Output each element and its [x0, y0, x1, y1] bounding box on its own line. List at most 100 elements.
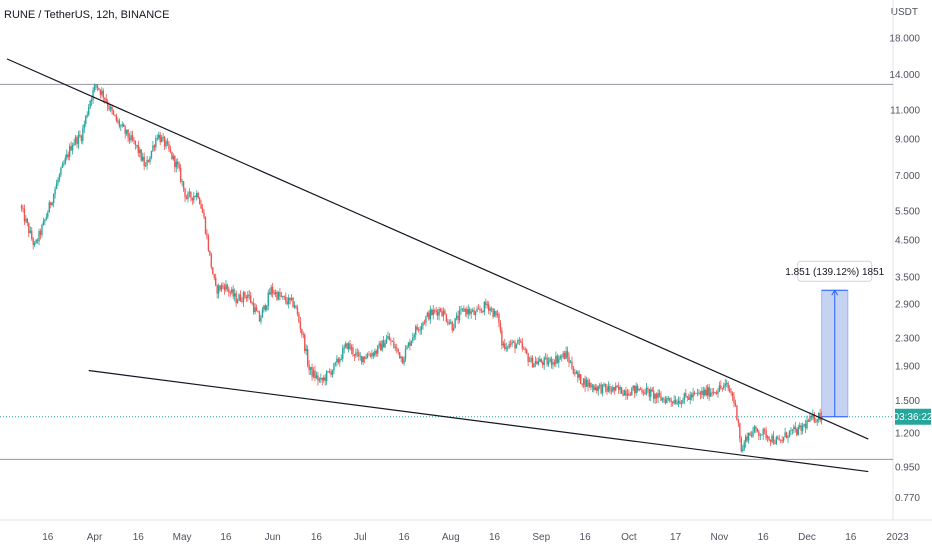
candle	[461, 308, 464, 312]
candle	[420, 322, 423, 335]
candle	[692, 388, 694, 402]
candle	[137, 140, 140, 157]
candle	[155, 135, 157, 151]
candle	[696, 388, 699, 397]
candle	[536, 357, 538, 365]
candle	[759, 433, 761, 441]
candle	[127, 128, 129, 143]
candle	[582, 377, 585, 389]
trendline-upper-resistance[interactable]	[6, 58, 869, 440]
candle	[124, 124, 126, 139]
candle	[474, 310, 477, 321]
candle	[114, 114, 116, 117]
horizontal-levels	[0, 83, 893, 460]
trendline-lower-support[interactable]	[88, 369, 869, 473]
candle	[750, 430, 753, 438]
candle	[642, 389, 645, 397]
time-axis[interactable]: 16 Apr 16 May 16 Jun 16 Jul 16 Aug 16 Sep 16 Oct 17 Nov…	[42, 532, 909, 543]
candle	[435, 306, 437, 316]
candle	[544, 353, 547, 360]
price-tick-label: 3.500	[895, 272, 920, 283]
candle	[36, 237, 39, 244]
candle	[45, 213, 48, 221]
candle	[276, 290, 278, 302]
candle	[651, 387, 653, 393]
measure-arrow-head	[831, 289, 839, 296]
candle	[803, 423, 805, 428]
candle	[471, 308, 474, 313]
candle	[187, 191, 189, 203]
candle	[584, 375, 586, 392]
candle	[92, 87, 94, 104]
candle	[623, 389, 626, 396]
candle	[749, 431, 751, 436]
candle	[244, 291, 246, 300]
candle	[308, 360, 310, 375]
candle	[139, 146, 141, 158]
candle	[375, 349, 377, 357]
candle	[358, 349, 360, 361]
candle	[425, 315, 427, 327]
candle	[615, 382, 617, 392]
candle	[331, 369, 334, 378]
candle	[479, 305, 481, 314]
candle	[797, 424, 799, 436]
candle	[558, 355, 560, 368]
candle	[31, 226, 33, 241]
candle	[569, 359, 572, 364]
candle	[701, 386, 703, 399]
candle	[434, 308, 436, 314]
time-tick-label: 16	[845, 532, 857, 543]
candle	[568, 352, 570, 367]
candle	[321, 377, 323, 386]
candle	[296, 304, 299, 317]
candle	[720, 380, 722, 390]
candle	[422, 321, 424, 330]
candle	[304, 333, 306, 354]
candle	[534, 356, 537, 368]
candle	[807, 418, 810, 422]
candle	[721, 387, 724, 392]
candle	[641, 387, 643, 395]
candle	[384, 339, 386, 348]
candle	[464, 307, 467, 317]
candle	[387, 331, 389, 340]
candle	[556, 353, 559, 364]
candle	[588, 378, 591, 388]
candle	[597, 385, 599, 396]
candle	[515, 343, 518, 349]
candle	[726, 379, 728, 388]
candle	[572, 365, 575, 375]
candle	[790, 427, 792, 436]
candle	[774, 439, 776, 445]
candle	[377, 344, 379, 357]
candle	[431, 308, 433, 316]
candle	[347, 341, 350, 353]
candle	[317, 371, 319, 386]
candle	[32, 236, 34, 250]
candle	[209, 250, 211, 256]
trendlines[interactable]	[6, 58, 869, 473]
candle	[63, 160, 65, 167]
candle	[769, 439, 772, 447]
candle	[254, 303, 256, 315]
candle	[79, 130, 81, 138]
candle	[658, 389, 661, 398]
candle	[521, 337, 523, 352]
measurement-tool[interactable]: 1.851 (139.12%) 1851	[785, 260, 885, 418]
candle	[292, 297, 294, 309]
candle	[185, 194, 188, 200]
candle	[388, 333, 391, 341]
candle	[302, 331, 304, 339]
candle	[69, 143, 71, 161]
price-axis[interactable]: 18.000 14.000 11.000 9.000 7.000 5.500 4.500 3.…	[889, 34, 920, 505]
candle	[527, 352, 529, 367]
candle	[361, 355, 363, 365]
candle	[301, 328, 303, 338]
candle	[339, 357, 341, 367]
candle	[674, 395, 677, 405]
candle	[638, 388, 640, 392]
time-tick-label: Dec	[798, 532, 816, 543]
candle	[352, 344, 354, 357]
